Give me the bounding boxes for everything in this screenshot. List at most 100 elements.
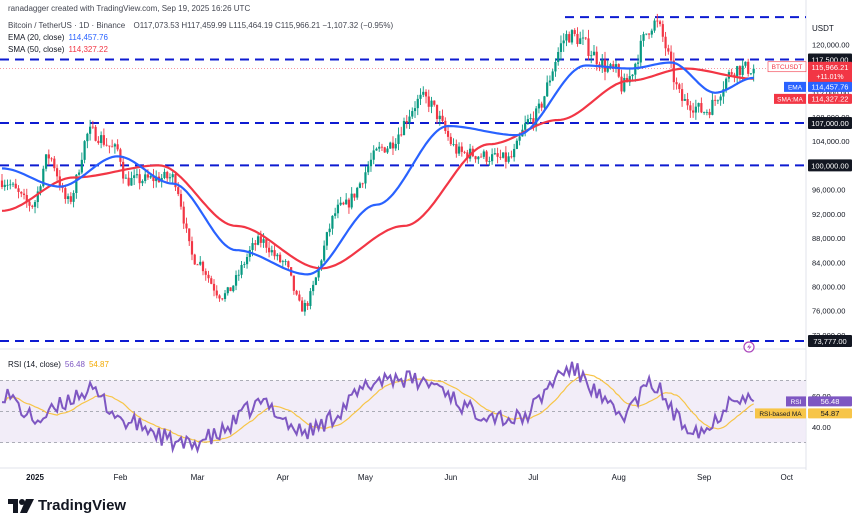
price-tick-label: 120,000.00 [812, 40, 850, 49]
candle [152, 175, 155, 182]
candle [171, 174, 174, 178]
candle [105, 144, 108, 146]
candle [749, 73, 753, 75]
ema-legend[interactable]: EMA (20, close) 114,457.76 [8, 33, 108, 42]
candle [692, 110, 695, 113]
candle [584, 37, 587, 39]
ema20-line [1, 61, 754, 276]
symbol-legend[interactable]: Bitcoin / TetherUS · 1D · Binance O117,0… [8, 21, 393, 30]
candle [529, 118, 532, 120]
candle [31, 205, 34, 207]
candle [144, 174, 147, 181]
candle [66, 196, 70, 199]
candle [752, 68, 755, 74]
candle [347, 199, 351, 208]
candle [130, 177, 133, 186]
candle [446, 130, 450, 137]
candle [240, 264, 243, 275]
candle [526, 119, 530, 124]
candle [94, 126, 97, 141]
candle [124, 177, 128, 179]
candle [518, 136, 521, 141]
candle [102, 135, 105, 145]
candle [3, 184, 6, 188]
rsi-ma-value-tag [808, 408, 852, 419]
candle [218, 295, 221, 299]
candle [747, 61, 750, 74]
candle [301, 300, 304, 312]
candle [108, 145, 111, 147]
candle [499, 156, 502, 158]
candle [650, 30, 653, 35]
candle [149, 175, 152, 178]
candle [174, 174, 177, 188]
candle [408, 116, 411, 123]
candle [309, 291, 312, 306]
candle [254, 243, 257, 245]
candle [36, 191, 39, 203]
candle [234, 275, 238, 286]
rsi-legend[interactable]: RSI (14, close) 56.48 54.87 [8, 360, 109, 369]
candle [590, 55, 593, 57]
candle [69, 196, 72, 202]
candle [383, 147, 386, 153]
candle [25, 195, 28, 202]
candle [438, 115, 441, 120]
candle [612, 64, 615, 69]
price-tick-label: 96,000.00 [812, 186, 845, 195]
month-tick-label: Sep [697, 473, 712, 482]
candle [44, 154, 48, 169]
candle [323, 245, 326, 261]
candle [725, 78, 728, 90]
candle [278, 254, 282, 263]
candle [64, 188, 67, 199]
ema-value-tag [808, 81, 852, 92]
candle [592, 51, 596, 56]
candle [182, 206, 185, 224]
rsi-ma-line [1, 373, 754, 443]
candle [430, 100, 433, 107]
month-tick-label: Oct [780, 473, 793, 482]
candle [163, 171, 166, 178]
candle [72, 192, 75, 202]
candle [485, 151, 488, 162]
price-tick-label: 104,000.00 [812, 137, 850, 146]
rsi-tag [786, 396, 806, 407]
candle [342, 202, 345, 205]
candle [215, 290, 218, 296]
candle [562, 40, 565, 44]
candle [460, 146, 463, 152]
candle [581, 37, 585, 39]
candle [229, 287, 232, 292]
candle [449, 136, 452, 145]
candle [356, 187, 359, 198]
tradingview-logo[interactable]: TradingView [8, 497, 126, 514]
month-tick-label: May [358, 473, 373, 482]
month-tick-label: 2025 [26, 473, 44, 482]
candle [413, 108, 417, 112]
candle [642, 34, 645, 41]
candle [697, 103, 700, 107]
candle [716, 100, 719, 102]
candle [502, 152, 505, 158]
month-tick-label: Feb [113, 473, 127, 482]
candle [535, 108, 538, 126]
candle [636, 62, 640, 64]
tradingview-logo-icon [8, 498, 34, 513]
candle [207, 274, 210, 279]
candle [620, 76, 623, 92]
sma-legend[interactable]: SMA (50, close) 114,327.22 [8, 45, 108, 54]
month-tick-label: Mar [191, 473, 205, 482]
candle [256, 236, 260, 245]
candle [232, 285, 235, 292]
candle [259, 236, 262, 243]
event-icon[interactable] [743, 341, 755, 353]
candle [9, 184, 12, 186]
candle [111, 146, 114, 148]
chart-credit: ranadagger created with TradingView.com,… [8, 4, 251, 13]
candle [325, 232, 329, 246]
candle [168, 177, 172, 179]
candle [540, 103, 543, 108]
candle [507, 156, 510, 162]
